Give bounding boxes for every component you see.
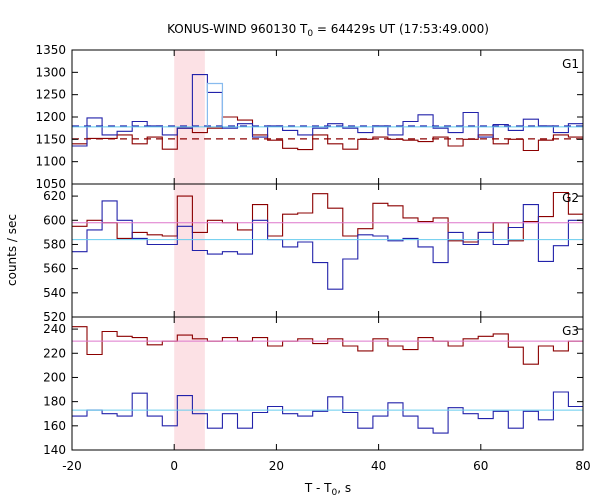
soft-peak-outline bbox=[206, 82, 224, 126]
y-tick-label: 1200 bbox=[35, 110, 66, 124]
panel-frame bbox=[71, 316, 584, 451]
y-tick-label: 1300 bbox=[35, 65, 66, 79]
panel-g2: 520 540 560 580 600 620 G2 bbox=[43, 183, 584, 324]
plot-area: 1050110011501200125013001350G15205405605… bbox=[35, 43, 590, 473]
y-tick-label: 1250 bbox=[35, 88, 66, 102]
highlight-band bbox=[174, 317, 205, 450]
panel-g3: 140 160 180 200 220 240 G3 bbox=[43, 316, 584, 457]
y-tick-label: 140 bbox=[43, 443, 66, 457]
y-tick-label: 1100 bbox=[35, 155, 66, 169]
y-axis-label: counts / sec bbox=[5, 214, 19, 286]
y-tick-label: 560 bbox=[43, 262, 66, 276]
y-tick-label: 220 bbox=[43, 346, 66, 360]
y-tick-label: 1350 bbox=[35, 43, 66, 57]
soft-series-line bbox=[72, 200, 583, 290]
x-axis-label: T - T0, s bbox=[304, 481, 351, 498]
soft-series-line bbox=[72, 391, 583, 434]
y-tick-label: 620 bbox=[43, 189, 66, 203]
x-tick-label: -20 bbox=[62, 459, 82, 473]
x-tick-label: 80 bbox=[575, 459, 590, 473]
hard-series-line bbox=[72, 326, 583, 365]
hard-series-line bbox=[72, 191, 583, 243]
x-tick-label: 20 bbox=[269, 459, 284, 473]
y-tick-label: 540 bbox=[43, 286, 66, 300]
y-tick-label: 580 bbox=[43, 237, 66, 251]
panel-label: G3 bbox=[562, 324, 579, 338]
panel-label: G2 bbox=[562, 191, 579, 205]
y-tick-label: 240 bbox=[43, 322, 66, 336]
y-tick-label: 200 bbox=[43, 370, 66, 384]
y-tick-label: 520 bbox=[43, 310, 66, 324]
chart-title: KONUS-WIND 960130 T0 = 64429s UT (17:53:… bbox=[167, 22, 489, 39]
y-tick-label: 1150 bbox=[35, 132, 66, 146]
hard-series-line bbox=[72, 116, 583, 152]
y-tick-label: 1050 bbox=[35, 177, 66, 191]
y-tick-label: 600 bbox=[43, 213, 66, 227]
x-tick-label: 0 bbox=[170, 459, 178, 473]
panel-label: G1 bbox=[562, 57, 579, 71]
highlight-band bbox=[174, 50, 205, 184]
x-tick-label: 60 bbox=[473, 459, 488, 473]
panel-g1: 1050 1100 1150 1200 1250 1300 1350 G1 bbox=[35, 43, 584, 191]
y-tick-label: 180 bbox=[43, 395, 66, 409]
x-tick-label: 40 bbox=[371, 459, 386, 473]
panel-frame bbox=[71, 49, 584, 185]
y-tick-label: 160 bbox=[43, 419, 66, 433]
